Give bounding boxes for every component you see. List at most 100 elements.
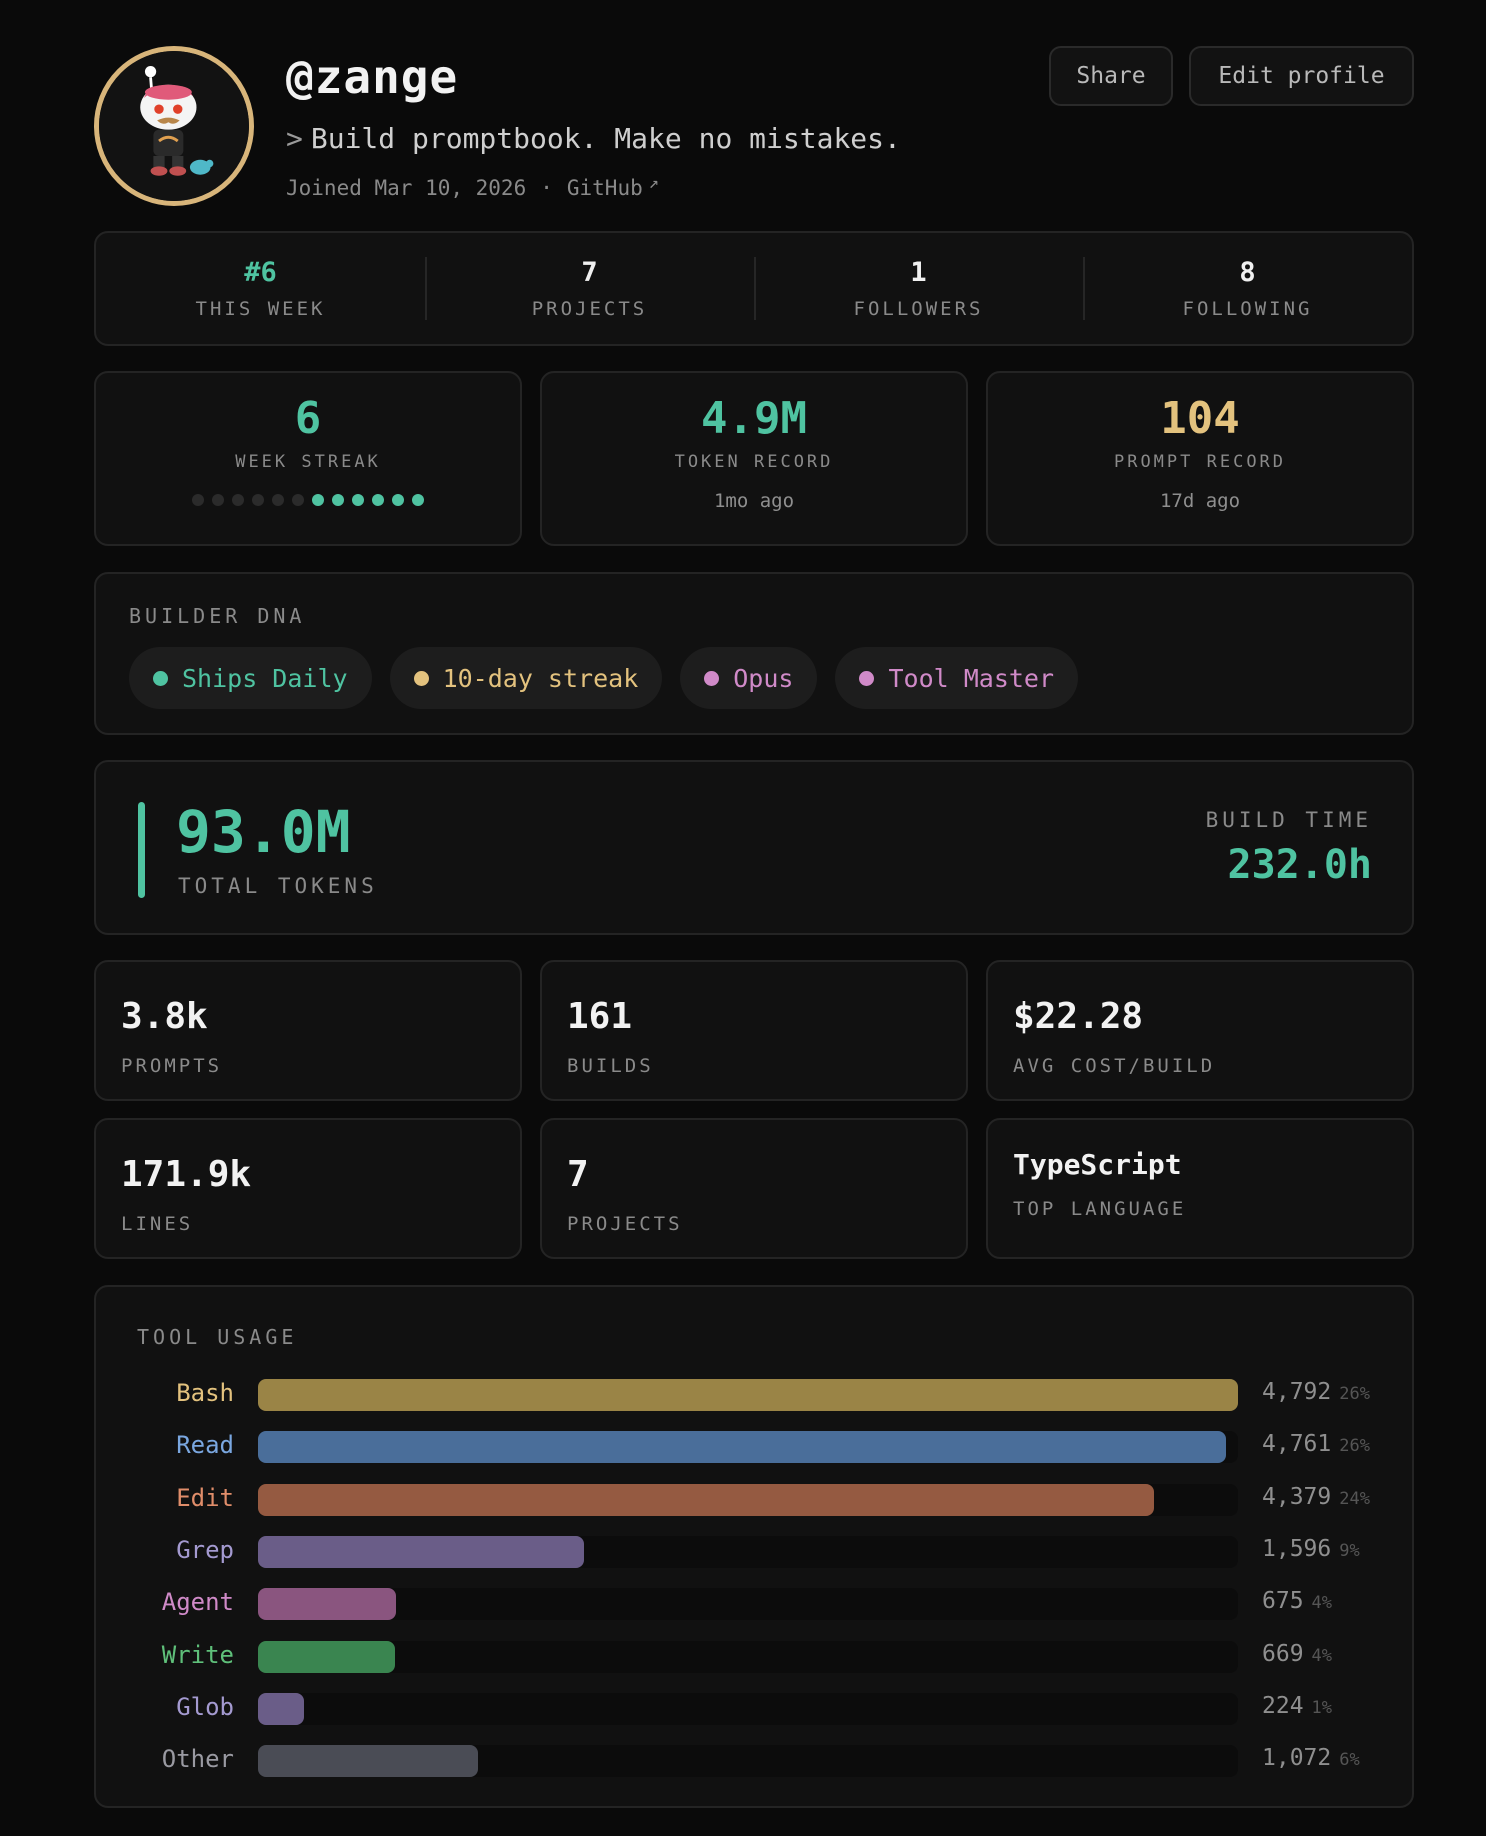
- lines-value: 171.9k: [121, 1154, 252, 1195]
- dna-pill[interactable]: Ships Daily: [129, 647, 372, 709]
- prompt-record-label: PROMPT RECORD: [1113, 452, 1287, 472]
- username: @zange: [286, 50, 459, 104]
- dna-pill[interactable]: Tool Master: [835, 647, 1079, 709]
- prompt-record-value: 104: [1160, 393, 1240, 444]
- meta-separator: ·: [540, 176, 553, 200]
- tool-usage-card: TOOL USAGE Bash 4,792 26% Read 4,761 26% Edit 4…: [94, 1285, 1414, 1808]
- tool-row-glob: Glob 224 1%: [96, 1691, 1412, 1725]
- tool-row-other: Other 1,072 6%: [96, 1743, 1412, 1778]
- streak-dot: [312, 494, 324, 506]
- tool-bar: [258, 1692, 304, 1725]
- total-tokens-value: 93.0M: [176, 798, 351, 866]
- pill-dot-icon: [413, 670, 429, 686]
- edit-profile-button[interactable]: Edit profile: [1189, 46, 1414, 106]
- tool-count-value: 4,792: [1262, 1379, 1332, 1405]
- streak-dot: [232, 494, 244, 506]
- tool-bar: [258, 1640, 395, 1673]
- pill-label: 10-day streak: [442, 663, 639, 693]
- tool-percent: 6%: [1339, 1750, 1360, 1771]
- total-tokens-card: 93.0M TOTAL TOKENS BUILD TIME 232.0h: [94, 760, 1414, 935]
- bio-text: Build promptbook. Make no mistakes.: [310, 122, 901, 155]
- tool-name: Glob: [176, 1692, 234, 1721]
- prompt-record-card: 104 PROMPT RECORD 17d ago: [986, 371, 1414, 546]
- streak-dot: [352, 494, 364, 506]
- builds-stat: 161 BUILDS: [540, 960, 968, 1101]
- tool-name: Agent: [161, 1588, 234, 1617]
- avg-cost-stat: $22.28 AVG COST/BUILD: [986, 960, 1414, 1101]
- tool-count: 1,072 6%: [1262, 1745, 1360, 1771]
- tool-bar: [258, 1588, 396, 1621]
- pill-label: Tool Master: [888, 663, 1055, 693]
- tool-count-value: 669: [1262, 1640, 1304, 1667]
- tool-percent: 4%: [1311, 1645, 1333, 1666]
- streak-dot: [332, 494, 344, 506]
- tool-count: 669 4%: [1262, 1641, 1332, 1667]
- tool-bar-track: [258, 1483, 1238, 1516]
- top-language-stat: TypeScript TOP LANGUAGE: [986, 1118, 1414, 1259]
- tool-percent: 26%: [1339, 1436, 1370, 1457]
- avg-cost-value: $22.28: [1013, 996, 1144, 1037]
- builder-dna-title: BUILDER DNA: [129, 604, 306, 628]
- total-tokens-label: TOTAL TOKENS: [178, 874, 378, 898]
- token-record-label: TOKEN RECORD: [674, 452, 834, 472]
- tool-row-read: Read 4,761 26%: [96, 1429, 1412, 1464]
- followers-stat[interactable]: 1 FOLLOWERS: [754, 233, 1083, 344]
- pill-label: Opus: [733, 663, 794, 693]
- profile-header: @zange > Build promptbook. Make no mistak…: [94, 0, 1414, 230]
- tool-count: 675 4%: [1262, 1588, 1332, 1614]
- projects-value: 7: [581, 257, 598, 288]
- streak-dot: [392, 494, 404, 506]
- followers-value: 1: [910, 257, 927, 288]
- prompts-stat: 3.8k PROMPTS: [94, 960, 522, 1101]
- dna-pill[interactable]: Opus: [680, 647, 818, 709]
- tool-percent: 26%: [1339, 1384, 1370, 1404]
- builder-dna: BUILDER DNA Ships Daily 10-day streak Opus…: [94, 572, 1414, 735]
- share-button[interactable]: Share: [1049, 46, 1173, 106]
- avg-cost-label: AVG COST/BUILD: [1013, 1055, 1216, 1077]
- social-stats: #6 THIS WEEK 7 PROJECTS 1 FOLLOWERS 8 FO…: [94, 231, 1414, 346]
- tool-bar-track: [258, 1379, 1238, 1411]
- builds-label: BUILDS: [567, 1055, 654, 1077]
- projects-label: PROJECTS: [531, 298, 648, 320]
- streak-dot: [252, 494, 264, 506]
- tool-count: 224 1%: [1262, 1693, 1332, 1719]
- bio: > Build promptbook. Make no mistakes.: [286, 122, 901, 155]
- tool-bar-track: [258, 1431, 1238, 1464]
- tool-usage-title: TOOL USAGE: [137, 1325, 298, 1349]
- following-stat[interactable]: 8 FOLLOWING: [1083, 233, 1412, 344]
- projects-stat[interactable]: 7 PROJECTS: [425, 233, 754, 344]
- top-language-value: TypeScript: [1013, 1148, 1182, 1181]
- github-link[interactable]: GitHub: [566, 176, 643, 200]
- mascot-icon: [99, 51, 249, 201]
- tool-row-bash: Bash 4,792 26%: [96, 1377, 1412, 1411]
- streak-dot: [412, 494, 424, 506]
- following-label: FOLLOWING: [1182, 298, 1313, 320]
- tool-bar: [258, 1431, 1226, 1464]
- accent-bar: [138, 802, 145, 898]
- tool-name: Grep: [176, 1535, 234, 1564]
- tool-count-value: 1,072: [1262, 1745, 1332, 1772]
- rank-stat[interactable]: #6 THIS WEEK: [96, 233, 425, 344]
- tool-count: 1,596 9%: [1262, 1536, 1360, 1562]
- pill-dot-icon: [153, 670, 168, 686]
- tool-bar: [258, 1535, 584, 1568]
- tool-count-value: 4,761: [1262, 1431, 1332, 1458]
- week-streak-label: WEEK STREAK: [235, 452, 381, 472]
- tool-bar: [258, 1745, 478, 1778]
- tool-name: Bash: [176, 1379, 234, 1407]
- bio-prompt: >: [286, 122, 303, 155]
- tool-count-value: 224: [1262, 1692, 1304, 1719]
- build-time-value: 232.0h: [1227, 842, 1373, 888]
- avatar[interactable]: [94, 46, 254, 206]
- streak-dots: [192, 494, 424, 506]
- dna-pill[interactable]: 10-day streak: [389, 647, 663, 709]
- rank-value: #6: [244, 257, 277, 288]
- streak-dot: [272, 494, 284, 506]
- week-streak-card: 6 WEEK STREAK: [94, 371, 522, 546]
- prompts-value: 3.8k: [121, 996, 208, 1037]
- streak-dot: [292, 494, 304, 506]
- token-record-time: 1mo ago: [713, 490, 795, 512]
- projects-count-value: 7: [567, 1154, 589, 1195]
- tool-percent: 24%: [1339, 1488, 1370, 1509]
- token-record-value: 4.9M: [701, 393, 807, 444]
